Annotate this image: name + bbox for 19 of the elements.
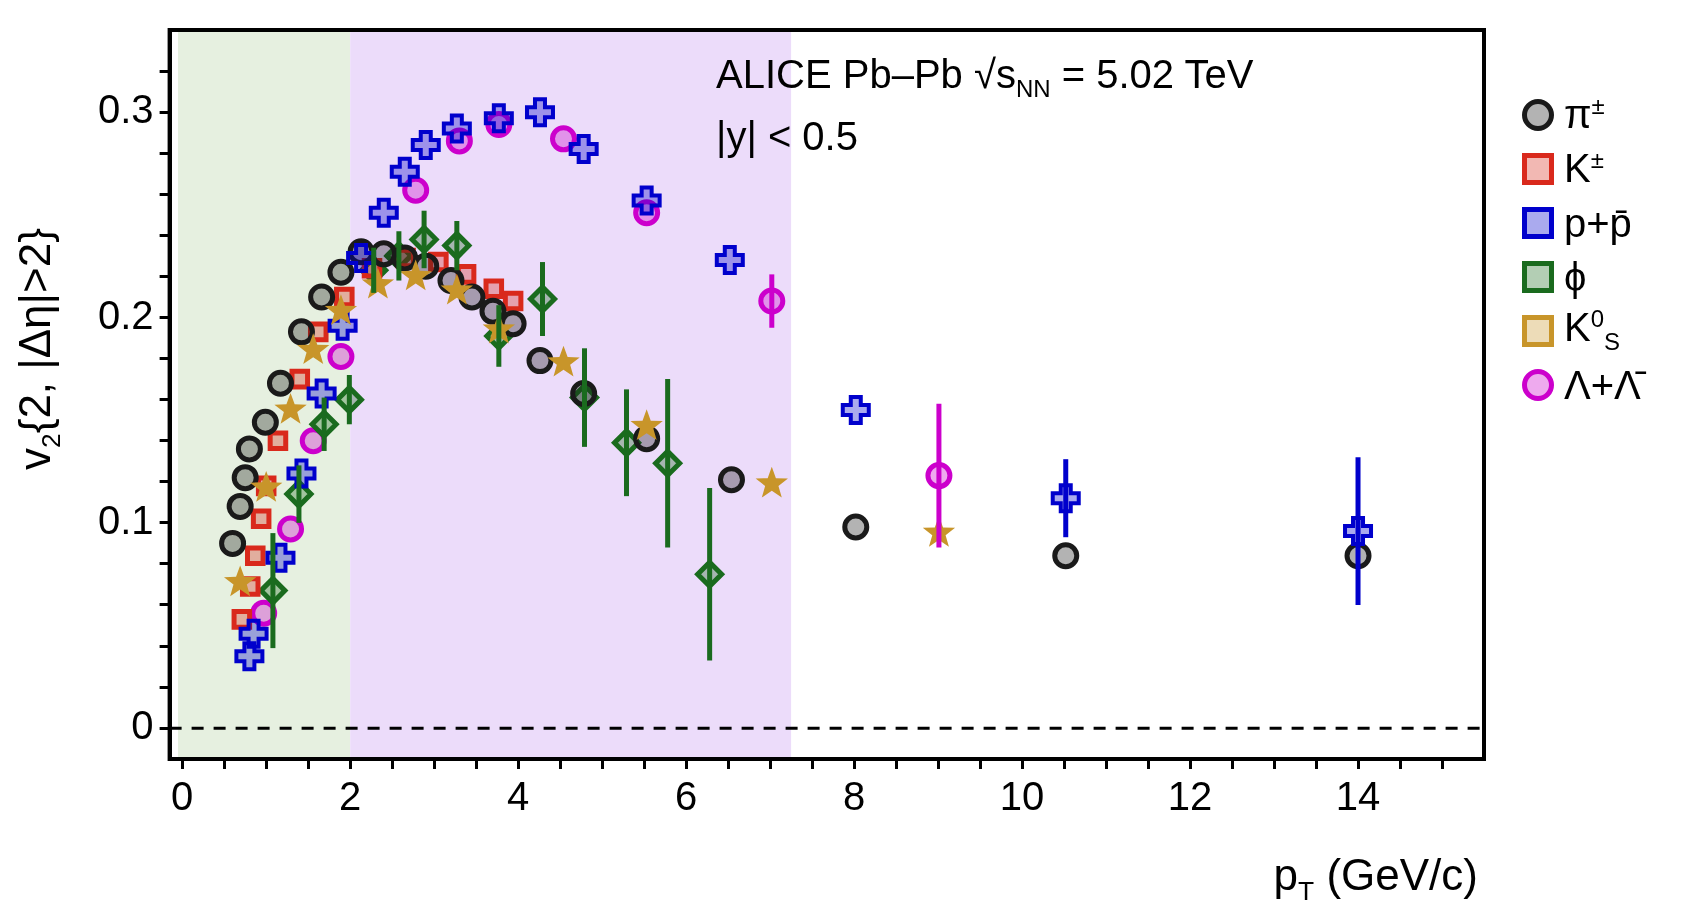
- y-tick-label: 0.3: [98, 87, 154, 132]
- x-tick-label: 2: [339, 774, 362, 819]
- x-tick-label: 14: [1335, 774, 1381, 819]
- x-tick-label: 0: [171, 774, 194, 819]
- x-tick-label: 4: [507, 774, 530, 819]
- annotation: ALICE Pb–Pb √s$_{NN}$ = 5.02 TeV: [716, 52, 1254, 103]
- y-tick-label: 0.2: [98, 292, 154, 337]
- annotation: |y| < 0.5: [716, 114, 858, 159]
- x-axis-title: p$_{T}$ (GeV/c): [1273, 850, 1478, 907]
- x-tick-label: 12: [1167, 774, 1213, 819]
- x-tick-label: 6: [675, 774, 698, 819]
- y-tick-label: 0: [131, 703, 154, 748]
- x-tick-label: 8: [842, 774, 866, 819]
- legend-label: K$^{±}$: [1564, 146, 1604, 192]
- legend-label: ϕ: [1564, 254, 1587, 300]
- x-tick-label: 10: [999, 774, 1045, 819]
- legend-label: p+p̄: [1564, 200, 1632, 246]
- legend-label: π$^{±}$: [1564, 92, 1605, 138]
- y-tick-label: 0.1: [98, 497, 154, 542]
